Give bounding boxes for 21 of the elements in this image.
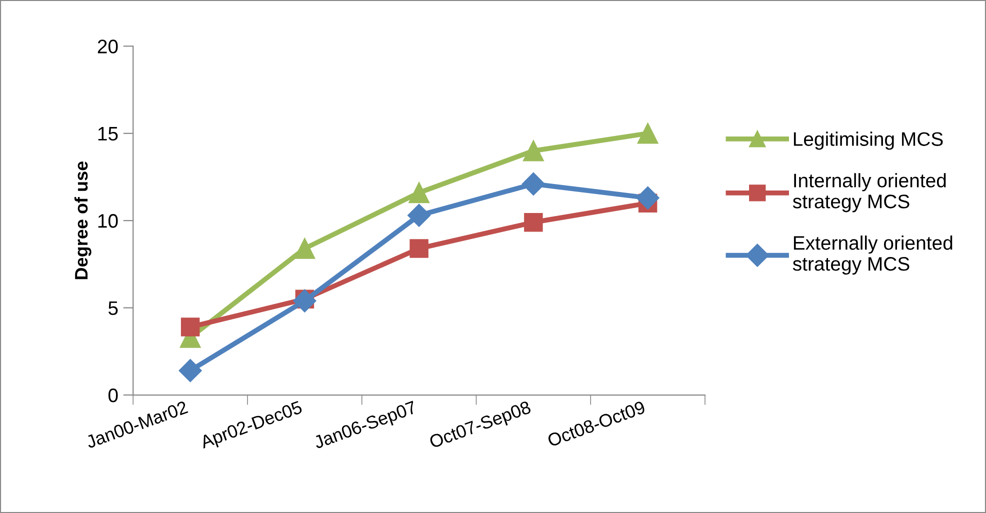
point: [523, 140, 544, 162]
legend-label: Internally oriented strategy MCS: [792, 173, 946, 212]
y-axis-title: Degree of use: [74, 162, 92, 280]
y-tick-label: 5: [108, 301, 118, 316]
legend-label: Externally oriented strategy MCS: [792, 236, 952, 275]
point: [410, 239, 428, 258]
point: [636, 186, 660, 210]
point: [294, 238, 316, 259]
point: [178, 359, 202, 382]
point: [522, 172, 545, 196]
y-tick-label: 10: [98, 214, 118, 228]
point: [524, 212, 543, 232]
legend-label: Legitimising MCS: [794, 132, 943, 150]
y-tick-label: 20: [98, 40, 118, 54]
point: [293, 289, 316, 312]
y-tick-label: 0: [108, 388, 118, 402]
point: [180, 318, 200, 336]
y-tick-label: 15: [98, 127, 118, 141]
point: [408, 182, 430, 204]
point: [408, 204, 431, 227]
point: [637, 122, 658, 144]
